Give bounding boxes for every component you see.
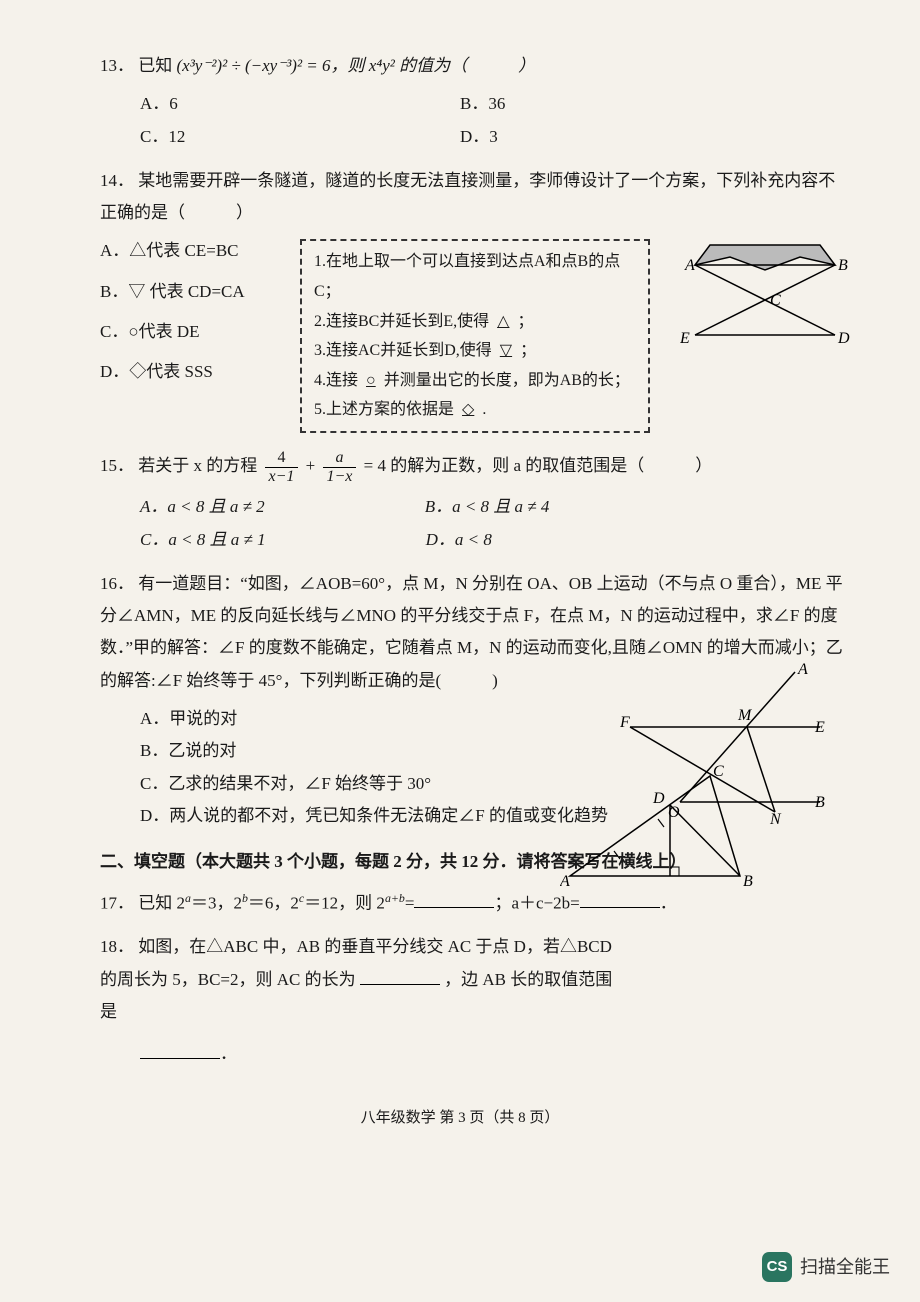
q16-fig-n: N	[769, 811, 782, 827]
q18-figure: A B C D	[560, 761, 760, 891]
question-13: 13． 已知 (x³y⁻²)² ÷ (−xy⁻³)² = 6，则 x⁴y² 的值…	[100, 50, 850, 153]
question-17: 17． 已知 2a＝3，2b＝6，2c＝12，则 2a+b=；a＋c−2b=．	[100, 887, 850, 920]
q16-opt-a: A．甲说的对	[140, 703, 630, 735]
q14-scheme-box: 1.在地上取一个可以直接到达点A和点B的点C； 2.连接BC并延长到E,使得△；…	[300, 239, 650, 433]
q16-opt-b: B．乙说的对	[140, 735, 630, 767]
q17-end: ．	[660, 893, 677, 912]
q14-fig-c: C	[770, 292, 781, 309]
q13-number: 13．	[100, 56, 134, 75]
q15-f2n: a	[323, 449, 357, 468]
q17-eq4: =	[405, 893, 415, 912]
q15-opt-a: A．a < 8 且 a ≠ 2	[140, 491, 265, 523]
q14-fig-a: A	[684, 257, 695, 274]
q17-eq1: ＝3，2	[191, 893, 242, 912]
q16-fig-a: A	[797, 662, 808, 678]
q14-scheme-2p: 2.连接BC并延长到E,使得	[314, 313, 489, 330]
q17-eq3: ＝12，则 2	[304, 893, 385, 912]
q14-fig-d: D	[837, 330, 850, 347]
q14-scheme-3e: ；	[520, 342, 536, 359]
q14-opt-a: A．△代表 CE=BC	[100, 235, 270, 267]
q16-opt-d: D．两人说的都不对，凭已知条件无法确定∠F 的值或变化趋势	[140, 800, 630, 832]
q14-fig-b: B	[838, 257, 848, 274]
q18-fig-a: A	[560, 873, 570, 890]
q14-scheme-3p: 3.连接AC并延长到D,使得	[314, 342, 492, 359]
q15-opt-b: B．a < 8 且 a ≠ 4	[425, 491, 550, 523]
q15-stem-prefix: 若关于 x 的方程	[138, 456, 257, 475]
q14-opt-b: B．▽ 代表 CD=CA	[100, 276, 270, 308]
q18-fig-b: B	[743, 873, 753, 890]
q17-blank-2	[580, 889, 660, 908]
q13-opt-d: D．3	[460, 121, 580, 153]
q18-end: ．	[220, 1044, 237, 1063]
q14-fig-e: E	[680, 330, 690, 347]
q14-scheme-4s: ○	[358, 372, 384, 389]
q16-fig-m: M	[737, 707, 753, 724]
q17-eq2: ＝6，2	[248, 893, 299, 912]
question-14: 14． 某地需要开辟一条隧道，隧道的长度无法直接测量，李师傅设计了一个方案，下列…	[100, 165, 850, 437]
q15-opt-c: C．a < 8 且 a ≠ 1	[140, 524, 266, 556]
q13-opt-b: B．36	[460, 88, 580, 120]
q17-mid: ；a＋c−2b=	[494, 893, 579, 912]
q14-scheme-5e: .	[482, 401, 486, 418]
q14-scheme-5p: 5.上述方案的依据是	[314, 401, 454, 418]
q15-f1d: x−1	[265, 468, 299, 486]
q14-scheme-1: 1.在地上取一个可以直接到达点A和点B的点C；	[314, 247, 636, 306]
q13-stem-prefix: 已知	[138, 56, 172, 75]
q14-opt-c: C．○代表 DE	[100, 316, 270, 348]
q18-fig-d: D	[652, 790, 665, 807]
q15-f2d: 1−x	[323, 468, 357, 486]
watermark-icon: CS	[762, 1252, 792, 1282]
q14-stem: 某地需要开辟一条隧道，隧道的长度无法直接测量，李师傅设计了一个方案，下列补充内容…	[100, 171, 835, 222]
q14-scheme-2s: △	[489, 313, 517, 330]
q14-scheme-4e: 并测量出它的长度，即为AB的长；	[384, 372, 630, 389]
q14-figure: A B C E D	[680, 235, 850, 365]
q14-scheme-5s: ◇	[454, 401, 482, 418]
q17-number: 17．	[100, 893, 134, 912]
q18-blank-1	[360, 966, 440, 985]
q14-scheme-3s: ▽	[492, 342, 520, 359]
q17-blank-1	[414, 889, 494, 908]
q18-blank-2	[140, 1041, 220, 1060]
q16-opt-c: C．乙求的结果不对，∠F 始终等于 30°	[140, 768, 630, 800]
q16-fig-b: B	[815, 794, 825, 811]
q13-expr: (x³y⁻²)² ÷ (−xy⁻³)² = 6，则 x⁴y² 的值为（ ）	[177, 56, 536, 75]
q16-fig-e: E	[814, 719, 825, 736]
page-footer: 八年级数学 第 3 页（共 8 页）	[0, 1104, 920, 1133]
q18-fig-c: C	[713, 763, 724, 780]
q13-opt-c: C．12	[140, 121, 260, 153]
q14-scheme-4p: 4.连接	[314, 372, 358, 389]
q15-opt-d: D．a < 8	[426, 524, 546, 556]
watermark: CS 扫描全能王	[762, 1250, 890, 1284]
question-18: 18． 如图，在△ABC 中，AB 的垂直平分线交 AC 于点 D，若△BCD …	[100, 931, 620, 1070]
q14-opt-d: D．◇代表 SSS	[100, 356, 270, 388]
q16-fig-f: F	[620, 714, 630, 731]
q15-stem-suffix: = 4 的解为正数，则 a 的取值范围是（ ）	[364, 456, 713, 475]
q17-ab: a+b	[385, 891, 405, 905]
q18-number: 18．	[100, 937, 134, 956]
question-15: 15． 若关于 x 的方程 4x−1 + a1−x = 4 的解为正数，则 a …	[100, 449, 850, 556]
q17-p1: 已知 2	[138, 893, 185, 912]
q14-scheme-2e: ；	[517, 313, 533, 330]
q15-number: 15．	[100, 456, 134, 475]
watermark-text: 扫描全能王	[800, 1250, 890, 1284]
q15-f1n: 4	[265, 449, 299, 468]
q14-number: 14．	[100, 171, 134, 190]
q15-plus: +	[306, 456, 320, 475]
q16-number: 16．	[100, 574, 134, 593]
q13-opt-a: A．6	[140, 88, 260, 120]
